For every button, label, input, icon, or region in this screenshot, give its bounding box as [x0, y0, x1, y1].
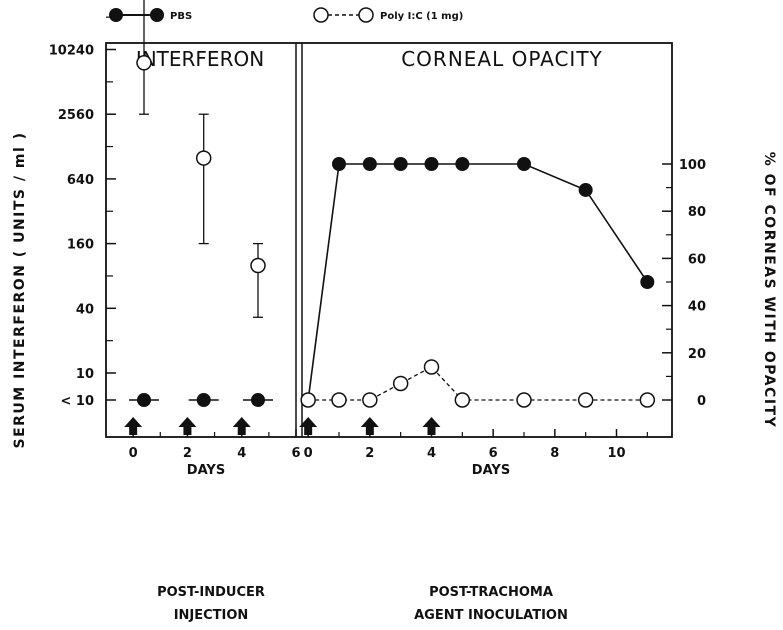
right-x-tick-label: 4: [427, 446, 436, 461]
legend-marker-open: [358, 7, 374, 23]
legend: PBS Poly I:C (1 mg): [109, 7, 463, 23]
right-y-tick-label: 20: [688, 347, 706, 362]
left-x-tick-label: 6: [291, 446, 300, 461]
polyic-point: [423, 359, 440, 375]
left-x-tick-label: 4: [237, 446, 246, 461]
right-subtitle-line-1: POST-TRACHOMA: [429, 585, 553, 600]
legend-marker-filled: [109, 8, 123, 22]
inoculation-arrow: [232, 417, 251, 435]
right-x-tick-label: 0: [304, 446, 313, 461]
left-x-tick-label: 2: [183, 446, 192, 461]
left-x-tick-label: 0: [129, 446, 138, 461]
left-y-tick-label: 40: [76, 302, 94, 317]
left-subtitle-line-1: POST-INDUCER: [157, 585, 265, 600]
right-subtitle-line-2: AGENT INOCULATION: [414, 608, 568, 623]
polyic-point: [577, 392, 594, 408]
polyic-point: [331, 392, 347, 408]
pbs-point: [196, 393, 211, 407]
polyic-point: [136, 55, 152, 71]
polyic-point: [516, 392, 532, 408]
polyic-point: [454, 392, 471, 408]
polyic-point: [639, 392, 656, 408]
left-y-tick-label: 10240: [49, 44, 94, 59]
right-x-tick-label: 8: [550, 446, 559, 461]
pbs-point: [251, 393, 265, 407]
polyic-point: [392, 375, 409, 392]
right-x-tick-label: 2: [365, 446, 374, 461]
inoculation-arrow: [178, 417, 197, 435]
legend-label-pbs: PBS: [170, 11, 192, 22]
legend-marker-open: [313, 7, 329, 23]
opacity-title: CORNEAL OPACITY: [401, 47, 603, 71]
pbs-point: [455, 157, 470, 171]
right-x-tick-label: 10: [607, 446, 625, 461]
polyic-point: [362, 392, 378, 408]
inoculation-arrow: [422, 417, 441, 435]
inoculation-arrow: [299, 417, 318, 435]
left-xlabel: DAYS: [187, 463, 225, 478]
right-axis-title: % OF CORNEAS WITH OPACITY: [761, 152, 777, 428]
left-subtitle-line-2: INJECTION: [174, 608, 249, 623]
pbs-point: [332, 157, 346, 171]
right-y-tick-label: 60: [688, 252, 706, 267]
pbs-series-line: [307, 163, 648, 401]
interferon-panel: < 10 10 40 160 640 2560 10240 0 2 4 6: [49, 0, 301, 461]
polyic-point: [300, 392, 316, 408]
pbs-point: [517, 157, 531, 171]
inoculation-arrow: [124, 417, 143, 435]
right-y-tick-label: 40: [688, 300, 706, 315]
left-y-tick-label: 10: [76, 367, 94, 382]
pbs-point: [640, 275, 655, 289]
left-y-tick-label: 640: [67, 173, 94, 188]
left-y-tick-label: 160: [67, 238, 94, 253]
interferon-title: INTERFERON: [136, 47, 264, 71]
pbs-point: [137, 393, 151, 407]
pbs-point: [424, 157, 439, 171]
pbs-point: [578, 182, 593, 197]
polyic-series-line: [308, 366, 648, 401]
polyic-point: [250, 257, 266, 274]
polyic-point: [195, 150, 212, 166]
pbs-point: [393, 157, 408, 171]
right-xlabel: DAYS: [472, 463, 510, 478]
left-y-tick-label: 2560: [58, 108, 94, 123]
legend-item-pbs: PBS: [109, 8, 192, 22]
right-y-tick-label: 80: [688, 205, 706, 220]
opacity-panel: 0 20 40 60 80 100 0 2 4 6 8 10: [299, 157, 706, 461]
legend-label-polyic: Poly I:C (1 mg): [380, 11, 463, 22]
legend-marker-filled: [150, 8, 164, 22]
plot-frame: [105, 42, 673, 438]
right-y-tick-label: 0: [697, 394, 706, 409]
left-y-tick-label: < 10: [60, 394, 94, 409]
inoculation-arrow: [360, 417, 379, 435]
legend-item-polyic: Poly I:C (1 mg): [313, 7, 463, 23]
right-y-tick-label: 100: [679, 158, 706, 173]
right-x-tick-label: 6: [489, 446, 498, 461]
left-axis-title: SERUM INTERFERON ( UNITS / ml ): [12, 131, 28, 448]
pbs-point: [362, 157, 377, 171]
